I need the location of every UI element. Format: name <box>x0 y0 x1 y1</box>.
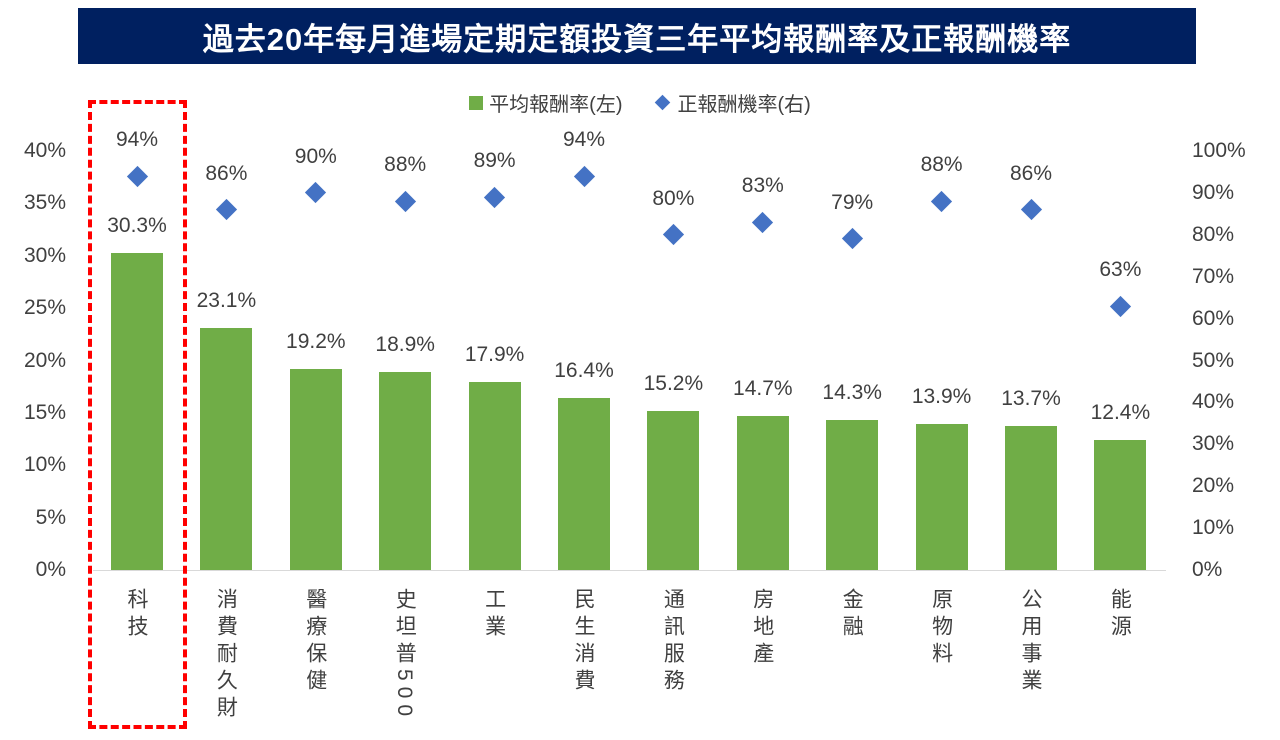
left-tick-label: 0% <box>35 558 66 581</box>
diamond-point <box>394 190 416 212</box>
bar <box>379 372 432 570</box>
bar-data-label: 16.4% <box>554 359 614 383</box>
point-data-label: 63% <box>1099 258 1142 282</box>
diamond-point <box>1109 295 1131 317</box>
right-tick-label: 80% <box>1192 222 1235 246</box>
left-tick-label: 35% <box>23 191 66 215</box>
category-label: 消費耐久財 <box>214 588 238 723</box>
legend-diamond-swatch <box>654 94 670 111</box>
legend-diamond-label: 正報酬機率(右) <box>677 94 811 116</box>
legend-bar-label: 平均報酬率(左) <box>489 94 623 116</box>
bar-data-label: 23.1% <box>196 289 257 313</box>
diamond-point <box>662 224 684 246</box>
diamond-point <box>573 165 595 187</box>
bar-data-label: 15.2% <box>643 371 704 395</box>
category-label: 原物料 <box>929 588 953 669</box>
point-data-label: 88% <box>920 153 963 177</box>
point-data-label: 86% <box>1009 161 1053 185</box>
diamond-point <box>305 182 327 204</box>
point-data-label: 90% <box>294 144 337 168</box>
legend: 平均報酬率(左) 正報酬機率(右) <box>0 88 1280 117</box>
bar-data-label: 30.3% <box>107 213 167 237</box>
right-tick-label: 0% <box>1192 558 1223 581</box>
bar <box>1094 440 1147 570</box>
bar <box>915 424 968 570</box>
point-data-label: 88% <box>384 153 427 177</box>
right-tick-label: 90% <box>1192 180 1235 204</box>
category-label: 醫療保健 <box>303 588 327 696</box>
left-tick-label: 25% <box>23 296 66 320</box>
category-label: 金融 <box>840 588 864 642</box>
bar <box>468 382 521 570</box>
right-tick-label: 40% <box>1192 390 1235 414</box>
category-label: 工業 <box>482 588 506 642</box>
bar-data-label: 19.2% <box>286 329 346 353</box>
bar-data-label: 13.9% <box>911 385 972 409</box>
right-tick-label: 10% <box>1192 516 1235 540</box>
bar-data-label: 17.9% <box>464 343 525 367</box>
diamond-point <box>215 199 237 221</box>
diamond-point <box>841 228 863 250</box>
bar <box>1005 426 1057 570</box>
point-data-label: 79% <box>831 190 874 214</box>
bar <box>736 416 789 570</box>
left-tick-label: 5% <box>35 505 66 529</box>
left-tick-label: 15% <box>23 400 66 424</box>
point-data-label: 94% <box>115 128 159 152</box>
left-tick-label: 40% <box>23 139 66 162</box>
left-tick-label: 20% <box>23 348 66 372</box>
right-tick-label: 50% <box>1192 348 1235 372</box>
left-tick-label: 10% <box>23 453 66 477</box>
bar-data-label: 14.3% <box>822 381 882 405</box>
bar-data-label: 12.4% <box>1090 401 1151 425</box>
right-tick-label: 70% <box>1192 264 1235 288</box>
legend-bar-swatch <box>469 95 484 110</box>
point-data-label: 94% <box>562 128 606 152</box>
point-data-label: 80% <box>652 186 695 210</box>
diamond-point <box>1020 199 1042 221</box>
diamond-point <box>752 211 774 233</box>
chart-title: 過去20年每月進場定期定額投資三年平均報酬率及正報酬機率 <box>78 8 1196 64</box>
category-label: 史坦普500 <box>393 588 417 723</box>
category-label: 通訊服務 <box>661 588 685 696</box>
category-label: 房地產 <box>750 588 774 669</box>
bar <box>289 368 342 570</box>
x-axis-line <box>93 570 1166 571</box>
bar <box>111 252 163 570</box>
legend-item-bar: 平均報酬率(左) <box>469 88 623 117</box>
bar-data-label: 13.7% <box>1001 387 1061 411</box>
highlight-box <box>88 100 187 729</box>
diamond-point <box>930 190 953 212</box>
right-tick-label: 60% <box>1192 306 1235 330</box>
bar <box>200 328 253 570</box>
category-label: 公用事業 <box>1019 588 1042 696</box>
bar <box>826 420 879 570</box>
bar <box>647 410 700 570</box>
point-data-label: 86% <box>205 161 248 185</box>
category-label: 科技 <box>125 588 148 642</box>
right-tick-label: 30% <box>1192 432 1235 456</box>
bar-data-label: 18.9% <box>375 333 435 357</box>
right-tick-label: 20% <box>1192 474 1235 498</box>
category-label: 能源 <box>1108 588 1132 642</box>
point-data-label: 89% <box>473 149 516 173</box>
category-label: 民生消費 <box>572 588 595 696</box>
diamond-point <box>483 186 506 208</box>
bar <box>558 398 610 570</box>
right-tick-label: 100% <box>1192 139 1246 162</box>
bar-data-label: 14.7% <box>733 377 793 401</box>
left-tick-label: 30% <box>23 243 66 267</box>
point-data-label: 83% <box>741 174 784 198</box>
legend-item-diamond: 正報酬機率(右) <box>654 88 811 117</box>
